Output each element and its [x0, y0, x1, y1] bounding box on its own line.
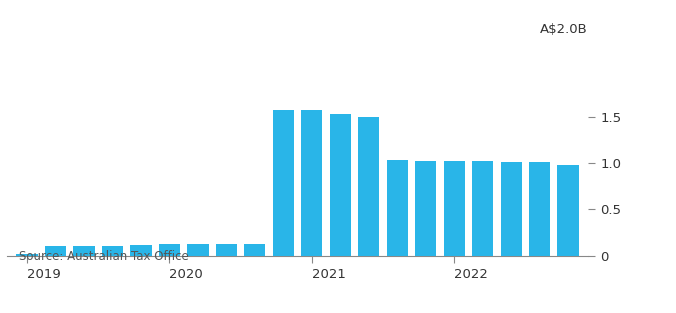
Bar: [358, 117, 379, 255]
Bar: [529, 162, 550, 255]
Bar: [187, 244, 208, 255]
Bar: [330, 114, 351, 255]
Bar: [443, 161, 465, 255]
Bar: [16, 254, 38, 255]
Text: Source: Australian Tax Office: Source: Australian Tax Office: [18, 250, 189, 263]
Bar: [130, 245, 151, 255]
Bar: [45, 246, 66, 255]
Bar: [472, 161, 493, 255]
Bar: [500, 162, 522, 255]
Bar: [244, 244, 266, 255]
Bar: [101, 246, 123, 255]
Text: A$2.0B: A$2.0B: [540, 23, 588, 36]
Bar: [73, 246, 95, 255]
Bar: [159, 244, 180, 255]
Bar: [216, 244, 237, 255]
Bar: [415, 161, 437, 255]
Bar: [301, 110, 322, 255]
Bar: [272, 110, 294, 255]
Bar: [558, 165, 579, 255]
Bar: [387, 160, 408, 255]
